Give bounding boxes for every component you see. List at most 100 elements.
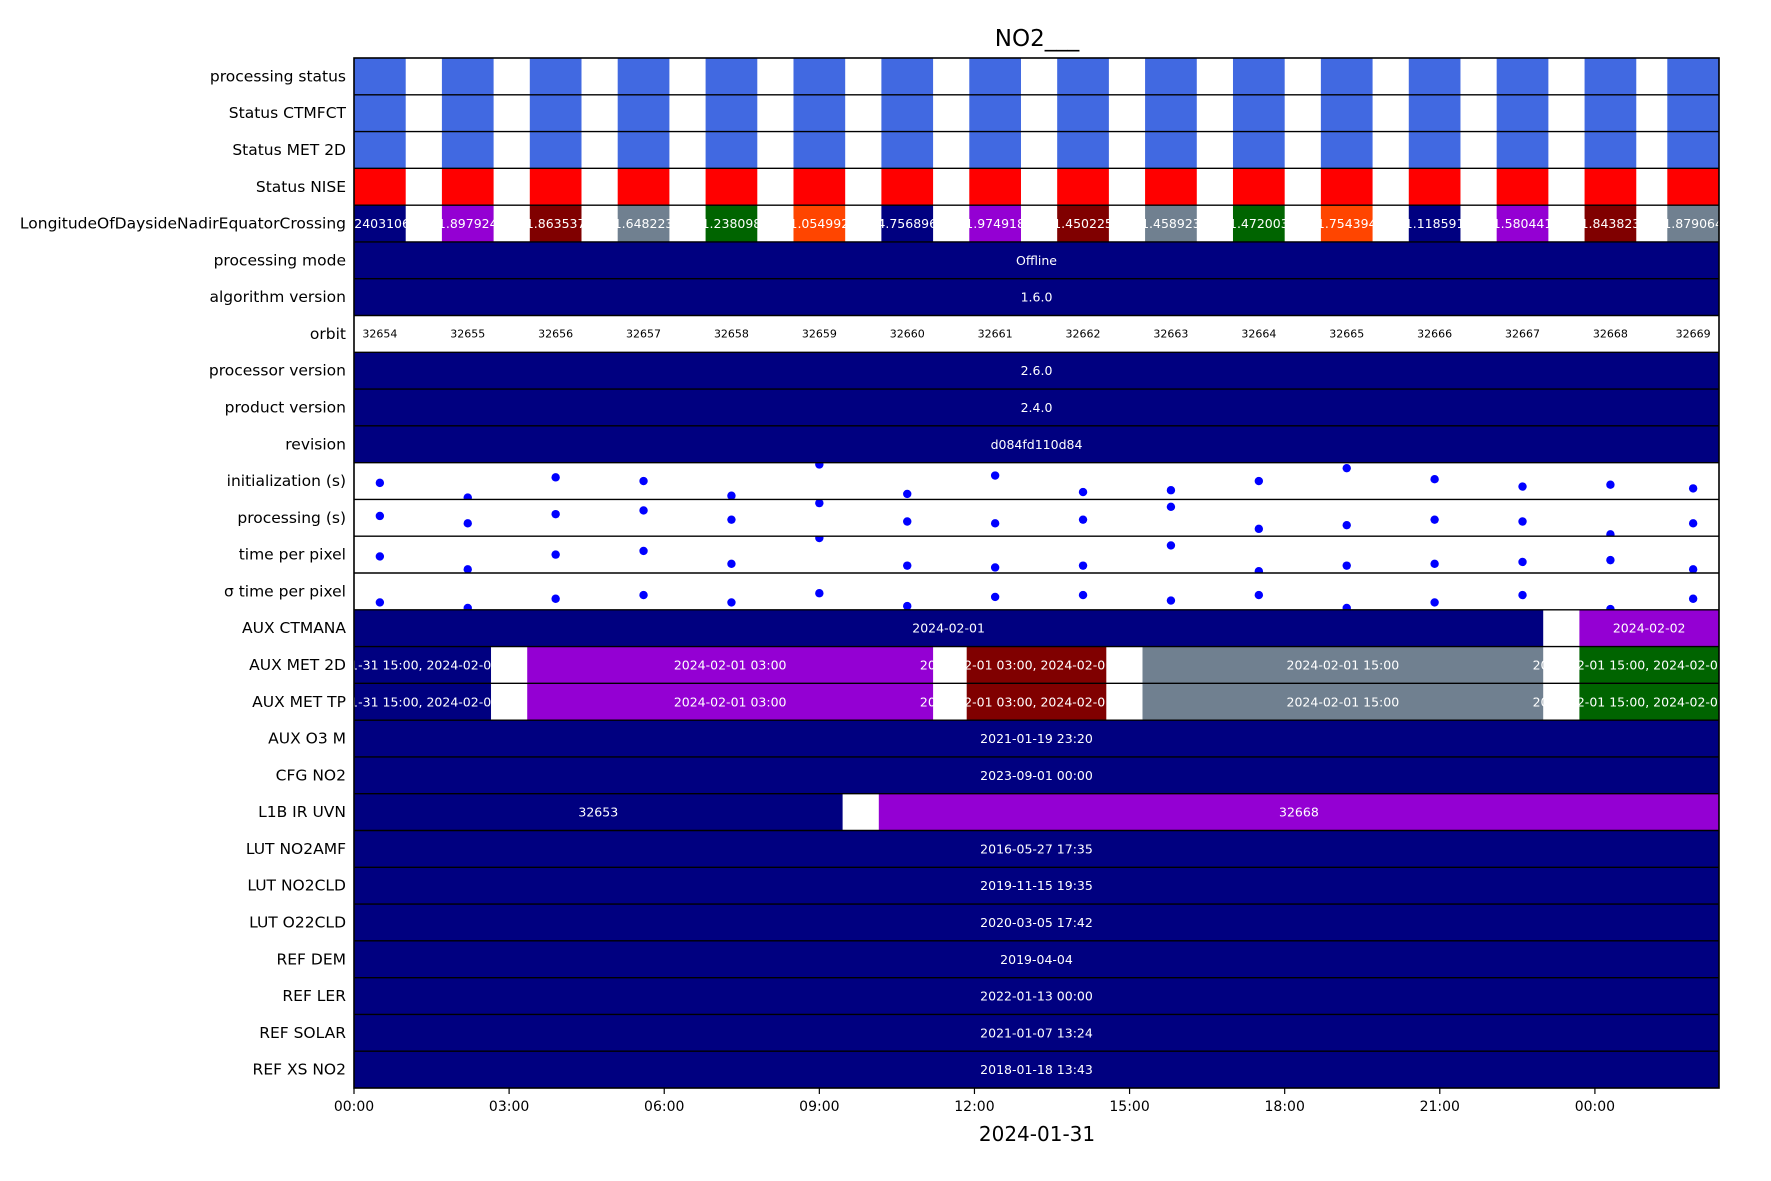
orbit-cell — [1057, 168, 1109, 206]
chart-rows: processing status Status CTMFCT Status MET… — [20, 58, 1766, 1088]
row-22: LUT NO2CLD 2019-11-15 19:35 — [247, 867, 1719, 905]
row-label: algorithm version — [209, 288, 346, 306]
row-3: Status NISE — [256, 168, 1719, 206]
orbit-cell-label: 1.458923 — [1141, 216, 1201, 231]
row-label: revision — [285, 435, 346, 453]
orbit-cell-label: 1.580441 — [1493, 216, 1553, 231]
row-label: AUX MET TP — [252, 693, 346, 711]
row-label: LUT NO2AMF — [246, 840, 346, 858]
orbit-cell — [705, 205, 758, 242]
span-segment — [354, 830, 1719, 868]
data-point — [1688, 519, 1698, 528]
span-segment — [527, 646, 934, 684]
row-label: AUX O3 M — [268, 730, 346, 748]
x-axis-label: 2024-01-31 — [979, 1122, 1095, 1146]
row-content: 32654 32655 32656 32657 32658 32659 32660 32661… — [362, 327, 1710, 340]
orbit-cell — [1584, 131, 1637, 169]
orbit-cell-label: 1.450225 — [1053, 216, 1113, 231]
x-tick-label: 18:00 — [1265, 1099, 1305, 1115]
orbit-cell — [1584, 94, 1637, 132]
orbit-cell — [969, 131, 1021, 169]
data-point — [1688, 565, 1698, 574]
orbit-cell — [354, 58, 406, 95]
row-content: 2018-01-18 13:43 — [354, 1051, 1719, 1088]
span-segment — [354, 425, 1719, 463]
span-segment-label: 1.6.0 — [1021, 290, 1053, 305]
row-content — [354, 94, 1719, 132]
x-tick-label: 09:00 — [799, 1099, 839, 1115]
row-23: LUT O22CLD 2020-03-05 17:42 — [249, 904, 1719, 941]
row-label: CFG NO2 — [276, 766, 346, 784]
row-content: 2020-03-05 17:42 — [354, 904, 1719, 941]
orbit-cell — [1496, 58, 1549, 95]
orbit-cell-label: 1.879064 — [1663, 216, 1723, 231]
span-segment — [1142, 646, 1544, 684]
span-segment-label: 2023-09-01 00:00 — [980, 768, 1093, 783]
orbit-cell — [1667, 205, 1719, 242]
row-content: 1.6.0 — [354, 278, 1719, 316]
orbit-cell-label: 1.863537 — [526, 216, 586, 231]
row-content: 2024-01-31 15:00, 2024-02-01 03:00 2024-0… — [354, 683, 1766, 721]
row-content — [375, 589, 1698, 610]
orbit-cell — [529, 94, 582, 132]
orbit-cell — [793, 168, 846, 206]
data-point — [815, 499, 824, 508]
orbit-cell — [705, 131, 758, 169]
span-segment — [1579, 609, 1719, 647]
row-24: REF DEM 2019-04-04 — [276, 940, 1719, 978]
row-content: 2023-09-01 00:00 — [354, 756, 1719, 794]
orbit-cell — [441, 205, 494, 242]
orbit-cell — [529, 205, 582, 242]
data-point — [1430, 515, 1439, 524]
span-segment-label: 2024-02-01 15:00 — [1287, 694, 1400, 709]
data-point — [1688, 594, 1698, 603]
orbit-cell — [1496, 205, 1549, 242]
orbit-cell — [793, 94, 846, 132]
span-segment — [354, 793, 843, 831]
orbit-cell-label: 1.118591 — [1405, 216, 1465, 231]
data-point — [903, 561, 912, 570]
orbit-cell — [1232, 168, 1285, 206]
orbit-cell-label: 1.648223 — [614, 216, 674, 231]
orbit-cell-label: 1.897924 — [438, 216, 498, 231]
span-segment — [354, 683, 492, 721]
orbit-cell — [1057, 205, 1109, 242]
orbit-cell — [705, 94, 758, 132]
data-point — [1254, 524, 1264, 534]
span-segment — [354, 389, 1719, 426]
orbit-cell — [1667, 131, 1719, 169]
span-segment — [354, 977, 1719, 1015]
plot-border — [353, 57, 1720, 1089]
data-point — [727, 491, 736, 500]
row-5: processing mode Offline — [214, 241, 1719, 279]
row-content: -2403106 1.897924 1.863537 1.648223 1.238098… — [354, 205, 1723, 242]
orbit-cell-label: 1.974918 — [965, 216, 1025, 231]
orbit-number: 32667 — [1505, 327, 1540, 340]
row-27: REF XS NO2 2018-01-18 13:43 — [253, 1051, 1719, 1088]
span-segment — [966, 646, 1107, 684]
data-point — [727, 559, 736, 569]
data-point — [1518, 557, 1527, 567]
data-point — [1078, 487, 1088, 497]
row-label: Status CTMFCT — [229, 104, 347, 122]
data-point — [815, 589, 824, 598]
row-label: AUX MET 2D — [249, 656, 346, 674]
data-point — [1166, 486, 1176, 495]
row-content: 2024-02-01 2024-02-02 — [354, 609, 1719, 647]
orbit-cell — [1232, 205, 1285, 242]
orbit-cell — [1408, 58, 1461, 95]
row-19: CFG NO2 2023-09-01 00:00 — [276, 756, 1719, 794]
data-point — [639, 546, 648, 556]
row-content: 32653 32668 — [354, 793, 1719, 831]
span-segment — [527, 683, 934, 721]
orbit-cell-label: 1.754394 — [1317, 216, 1377, 231]
data-point — [815, 462, 824, 469]
row-label: L1B IR UVN — [258, 803, 346, 821]
orbit-cell — [1057, 131, 1109, 169]
span-segment — [354, 278, 1719, 316]
data-point — [551, 594, 560, 603]
span-segment — [354, 1051, 1719, 1088]
span-segment — [354, 352, 1719, 390]
span-segment-label: 2024-02-01 15:00, 2024-02-02 03:00 — [1533, 694, 1766, 709]
orbit-cell — [617, 205, 670, 242]
